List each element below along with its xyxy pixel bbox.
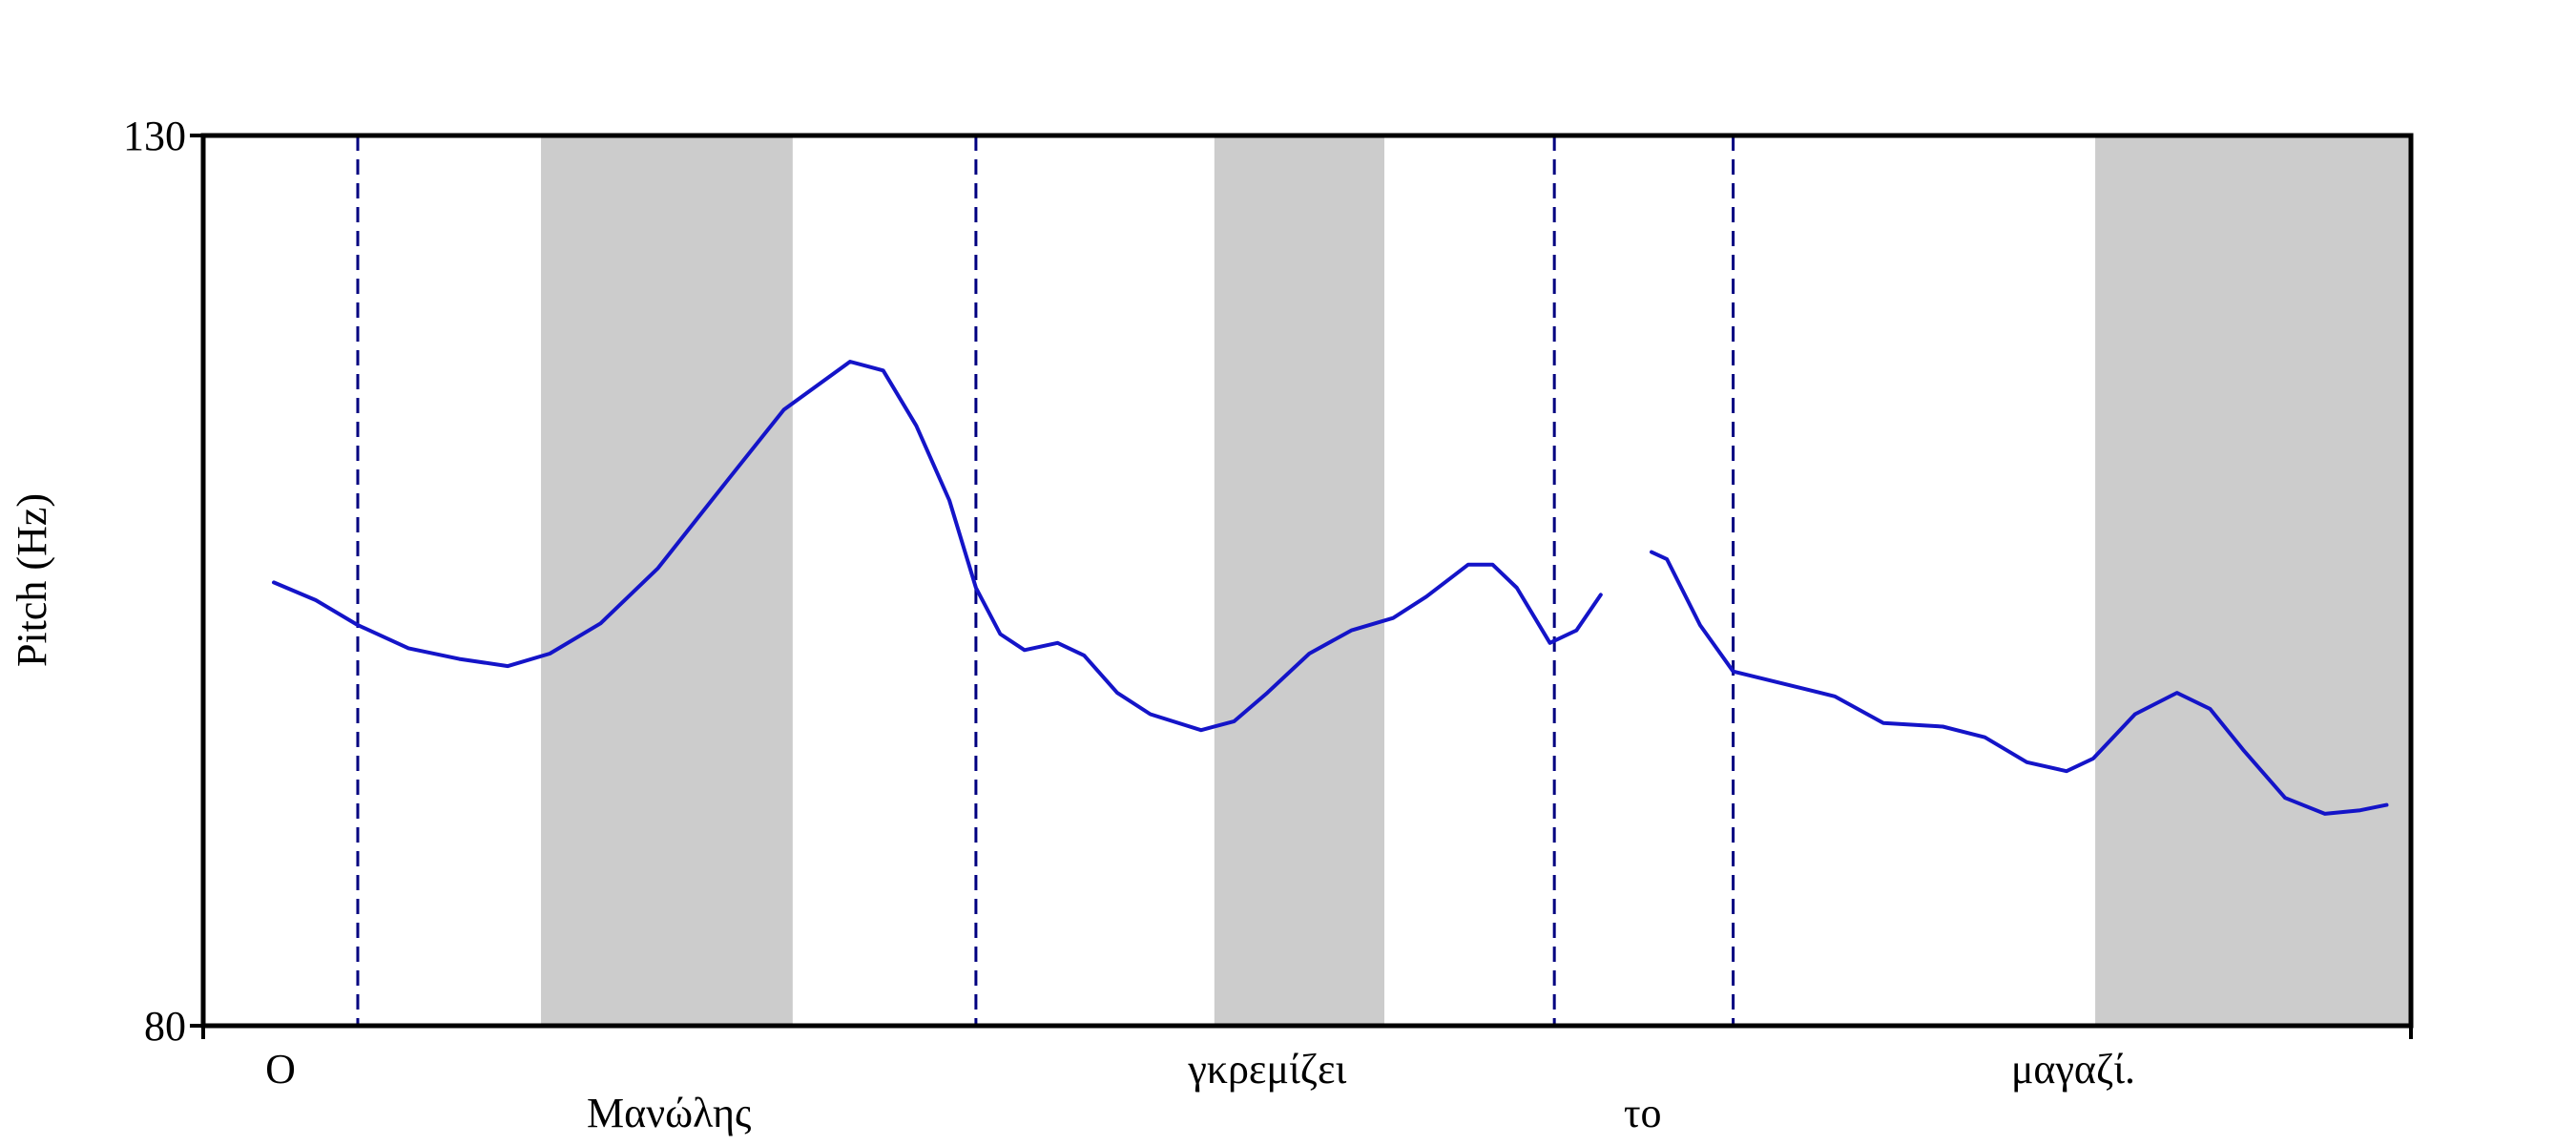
y-axis-label: Pitch (Hz)	[9, 493, 55, 667]
plot-frame	[200, 133, 2414, 1029]
word-label: Ο	[265, 1046, 296, 1093]
interval-band	[2095, 135, 2411, 1026]
y-tick-label: 130	[123, 113, 186, 159]
interval-band	[1214, 135, 1384, 1026]
word-label: μαγαζί.	[2011, 1046, 2135, 1093]
y-tick-label: 80	[144, 1003, 186, 1050]
word-label: το	[1624, 1090, 1662, 1136]
interval-band	[541, 135, 793, 1026]
word-label: γκρεμίζει	[1187, 1046, 1346, 1093]
pitch-line	[272, 360, 2389, 816]
word-label: Μανώλης	[587, 1090, 751, 1136]
